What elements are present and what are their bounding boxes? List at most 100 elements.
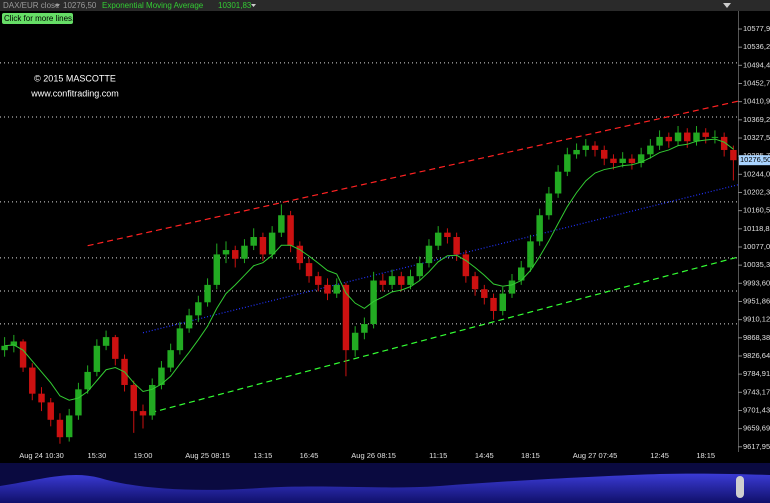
candle-body — [471, 276, 479, 290]
candle-body — [674, 132, 682, 142]
last-price: 10276,50 — [63, 1, 97, 10]
button-label[interactable]: Click for more lines.. — [4, 14, 76, 23]
candle-body — [656, 136, 663, 146]
x-tick-label: 18:15 — [521, 451, 540, 460]
x-tick-label: Aug 25 08:15 — [185, 451, 230, 460]
watermark: © 2015 MASCOTTE — [34, 73, 116, 83]
y-tick-label: 10160,56 — [743, 206, 770, 215]
candle-body — [65, 415, 73, 438]
indicator-name[interactable]: Exponential Moving Average — [102, 1, 204, 10]
candle-body — [591, 145, 599, 150]
candle-body — [139, 411, 147, 416]
x-tick-label: 11:15 — [429, 451, 447, 460]
candle-body — [573, 149, 580, 155]
candle-body — [462, 254, 470, 277]
y-tick-label: 10369,25 — [743, 115, 770, 124]
menu-icon[interactable] — [723, 3, 731, 8]
indicator-value: 10301,83 — [218, 1, 252, 10]
y-tick-label: 10494,47 — [743, 60, 770, 69]
candle-body — [259, 237, 267, 255]
candle-body — [499, 293, 506, 311]
candle-body — [19, 341, 27, 368]
x-tick-label: 16:45 — [300, 451, 319, 460]
candle-body — [665, 136, 673, 142]
candle-body — [370, 280, 377, 325]
candle-body — [232, 250, 239, 259]
candle-body — [250, 237, 257, 246]
y-tick-label: 9659,69 — [743, 424, 770, 433]
candle-body — [434, 232, 442, 246]
candle-body — [610, 158, 617, 164]
candle-body — [684, 132, 691, 142]
candle-body — [601, 149, 608, 159]
y-tick-label: 9617,95 — [743, 442, 770, 451]
y-tick-label: 10410,99 — [743, 97, 770, 106]
dropdown-icon[interactable] — [251, 4, 256, 7]
y-tick-label: 9910,12 — [743, 315, 770, 324]
candle-body — [416, 263, 423, 277]
x-tick-label: 13:15 — [254, 451, 273, 460]
candle-body — [720, 136, 728, 150]
candle-body — [213, 254, 221, 285]
y-tick-label: 9701,43 — [743, 405, 770, 414]
y-tick-label: 9868,38 — [743, 333, 770, 342]
candle-body — [517, 267, 525, 281]
y-tick-label: 9993,60 — [743, 278, 770, 287]
candle-body — [47, 402, 54, 420]
candle-body — [351, 332, 359, 351]
y-tick-label: 9826,64 — [743, 351, 770, 360]
candle-body — [453, 237, 460, 255]
candle-body — [342, 284, 350, 351]
candle-body — [398, 276, 405, 285]
header-bar — [0, 0, 770, 11]
candle-body — [241, 245, 248, 259]
navigator-handle[interactable] — [736, 476, 744, 498]
candle-body — [702, 132, 709, 137]
candle-body — [379, 280, 387, 285]
candle-body — [582, 145, 590, 150]
y-axis-panel — [739, 11, 770, 460]
watermark: www.confitrading.com — [30, 88, 119, 98]
candle-body — [38, 393, 45, 403]
candle-body — [527, 241, 534, 268]
x-tick-label: 15:30 — [87, 451, 106, 460]
candle-body — [545, 193, 553, 216]
y-tick-label: 10035,34 — [743, 260, 770, 269]
candle-body — [93, 345, 101, 372]
candle-body — [536, 215, 543, 242]
x-tick-label: 12:45 — [650, 451, 669, 460]
candle-body — [130, 384, 137, 412]
candle-body — [693, 132, 700, 142]
x-tick-label: 14:45 — [475, 451, 494, 460]
trend-line — [150, 256, 739, 414]
candle-body — [278, 215, 285, 233]
dropdown-icon[interactable] — [55, 4, 60, 7]
candle-body — [305, 263, 313, 277]
x-tick-label: 19:00 — [134, 451, 153, 460]
y-tick-label: 10077,08 — [743, 242, 770, 251]
candle-body — [204, 284, 211, 303]
y-tick-label: 10244,03 — [743, 169, 770, 178]
candle-body — [711, 136, 719, 138]
ema-line — [4, 138, 734, 401]
y-tick-label: 10327,51 — [743, 133, 770, 142]
y-tick-label: 10452,73 — [743, 78, 770, 87]
candle-body — [361, 324, 368, 333]
candle-body — [112, 337, 119, 359]
instrument-name[interactable]: DAX/EUR close — [3, 1, 60, 10]
candle-body — [84, 371, 91, 390]
more-lines-button[interactable] — [2, 13, 73, 24]
candle-body — [296, 245, 304, 264]
candle-body — [29, 367, 36, 394]
y-tick-label: 10202,30 — [743, 187, 770, 196]
trend-line — [87, 100, 739, 247]
y-tick-label: 10536,21 — [743, 42, 770, 51]
candle-body — [407, 276, 414, 285]
x-tick-label: 18:15 — [696, 451, 715, 460]
plot-area — [0, 62, 739, 444]
navigator-area — [0, 473, 770, 503]
y-tick-label: 9743,17 — [743, 387, 770, 396]
x-tick-label: Aug 27 07:45 — [573, 451, 618, 460]
candle-body — [619, 158, 626, 164]
candle-body — [185, 315, 193, 329]
